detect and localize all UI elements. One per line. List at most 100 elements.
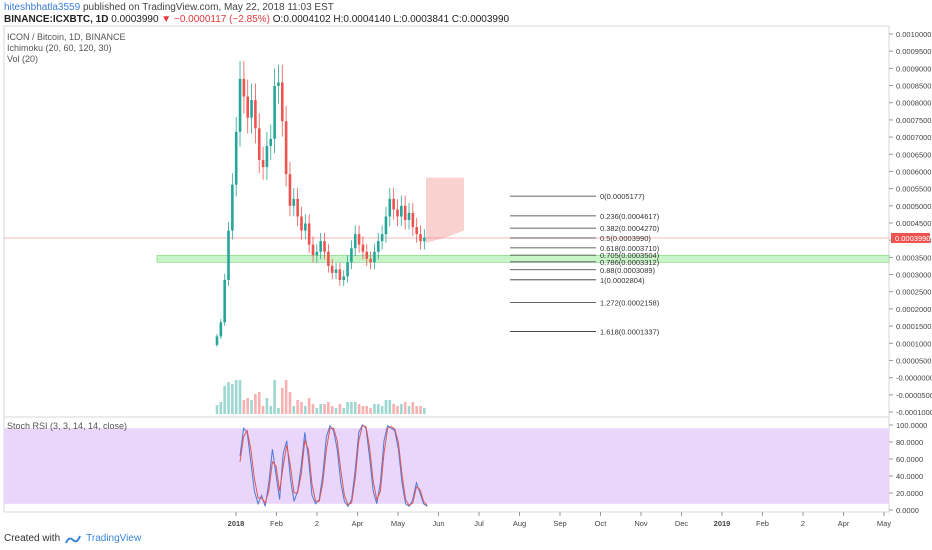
volume-legend[interactable]: Vol (20) [7, 54, 39, 64]
volume-bar [423, 408, 426, 414]
price-tick-label: 0.0009500 [896, 47, 931, 56]
time-tick-label: 2 [801, 519, 805, 528]
candle-body [407, 212, 411, 220]
candle-body [304, 223, 307, 231]
volume-bar [403, 402, 407, 414]
price-tick-label: 0.0008000 [896, 99, 931, 108]
price-tick-label: 0.0005500 [896, 185, 931, 194]
time-tick-label: Feb [756, 519, 769, 528]
stoch-band [4, 428, 889, 504]
volume-bar [400, 404, 403, 414]
candle-body [365, 251, 369, 259]
candle-body [380, 234, 384, 242]
tradingview-logo-icon [65, 535, 82, 543]
stoch-tick-label: 80.0000 [896, 438, 923, 447]
candle-body [250, 100, 253, 118]
price-tick-label: 0.0010000 [896, 30, 931, 39]
candle-body [284, 121, 288, 175]
volume-bar [407, 406, 411, 414]
volume-bar [284, 380, 288, 414]
volume-bar [369, 408, 372, 414]
candle-body [300, 216, 303, 231]
fib-level-label: 1.618(0.0001337) [600, 328, 660, 337]
stoch-rsi-legend[interactable]: Stoch RSI (3, 3, 14, 14, close) [7, 421, 128, 431]
volume-bar [319, 404, 322, 414]
candle-body [246, 96, 250, 118]
fib-level-label: 0(0.0005177) [600, 192, 645, 201]
volume-bar [300, 402, 303, 414]
candle-body [423, 237, 426, 242]
time-tick-label: Feb [270, 519, 283, 528]
candle-body [392, 198, 395, 210]
candle-body [296, 198, 299, 217]
candle-body [269, 138, 273, 146]
volume-bar [315, 408, 319, 414]
volume-bar [250, 400, 253, 414]
volume-bar [304, 406, 307, 414]
fib-level-label: 0.786(0.0003312) [600, 258, 660, 267]
candle-body [227, 230, 230, 280]
price-tick-label: 0.0007500 [896, 116, 931, 125]
volume-bar [273, 380, 276, 414]
created-with-text: Created with [4, 533, 61, 544]
author-link[interactable]: hiteshbhatla3559 [4, 2, 81, 13]
candle-body [369, 258, 372, 263]
volume-bar [296, 400, 299, 414]
candle-body [361, 244, 365, 252]
volume-bar [311, 404, 315, 414]
candle-body [350, 248, 353, 263]
volume-bar [242, 400, 246, 414]
publish-info: hiteshbhatla3559 published on TradingVie… [4, 2, 334, 13]
volume-bar [350, 402, 353, 414]
stoch-tick-label: 100.0000 [896, 421, 927, 430]
price-tick-label: 0.0003000 [896, 271, 931, 280]
support-zone [156, 254, 890, 263]
symbol-info: BINANCE:ICXBTC, 1D 0.0003990 ▼ −0.000011… [4, 14, 509, 25]
stoch-tick-label: 40.0000 [896, 472, 923, 481]
footer: Created with TradingView [4, 533, 141, 544]
volume-bar [234, 380, 238, 414]
volume-bar [219, 402, 223, 414]
candle-body [327, 251, 330, 266]
time-tick-label: Nov [634, 519, 648, 528]
volume-bar [388, 400, 392, 414]
candle-body [357, 234, 361, 245]
candle-body [254, 100, 257, 129]
time-tick-label: May [877, 519, 891, 528]
time-tick-label: 2 [315, 519, 319, 528]
candle-body [384, 216, 388, 235]
candle-body [403, 205, 407, 220]
volume-bar [330, 406, 334, 414]
candle-body [330, 265, 334, 273]
ichimoku-legend[interactable]: Ichimoku (20, 60, 120, 30) [7, 43, 112, 53]
volume-bar [288, 392, 292, 414]
volume-bar [231, 384, 234, 414]
volume-bar [357, 404, 361, 414]
price-change: ▼ −0.0000117 (−2.85%) [161, 14, 270, 25]
price-tick-label: -0.0001000 [896, 408, 932, 417]
fib-level-label: 0.236(0.0004617) [600, 212, 660, 221]
time-tick-label: May [391, 519, 405, 528]
volume-bar [419, 406, 422, 414]
volume-bar [365, 406, 369, 414]
candle-body [323, 241, 326, 252]
candle-body [265, 145, 269, 168]
price-tick-label: 0.0007000 [896, 133, 931, 142]
pair-legend[interactable]: ICON / Bitcoin, 1D, BINANCE [7, 32, 126, 42]
volume-bar [269, 406, 273, 414]
volume-bar [380, 406, 384, 414]
candle-body [231, 184, 234, 231]
candle-body [334, 269, 338, 273]
candle-body [338, 269, 342, 280]
fib-level-label: 0.705(0.0003504) [600, 251, 660, 260]
price-tick-label: 0.0002000 [896, 305, 931, 314]
symbol-label: BINANCE:ICXBTC, 1D [4, 14, 109, 25]
tradingview-brand[interactable]: TradingView [86, 533, 142, 544]
candle-body [373, 251, 376, 263]
volume-bar [373, 404, 376, 414]
time-tick-label: Apr [352, 519, 364, 528]
volume-bar [257, 392, 261, 414]
candle-body [346, 262, 349, 277]
candle-body [261, 160, 265, 168]
